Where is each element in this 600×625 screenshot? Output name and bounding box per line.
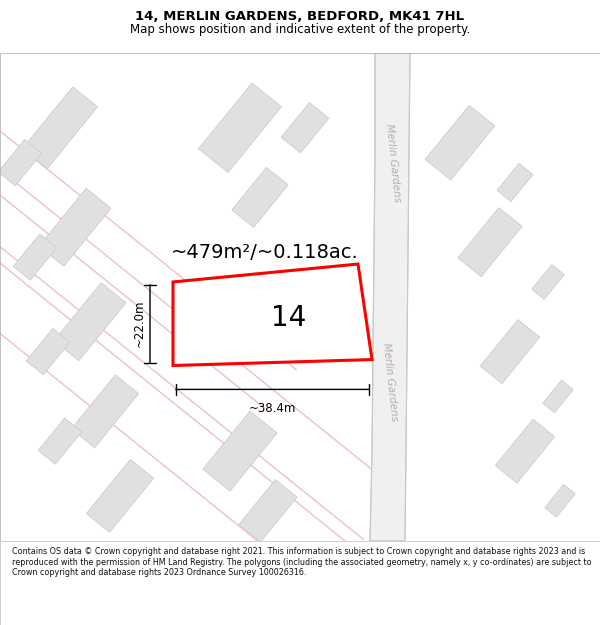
Polygon shape	[203, 411, 277, 491]
Polygon shape	[173, 264, 372, 366]
Polygon shape	[545, 484, 575, 517]
Text: ~38.4m: ~38.4m	[249, 402, 296, 416]
Polygon shape	[199, 83, 281, 172]
Polygon shape	[497, 163, 533, 202]
Polygon shape	[458, 208, 522, 277]
Text: 14, MERLIN GARDENS, BEDFORD, MK41 7HL: 14, MERLIN GARDENS, BEDFORD, MK41 7HL	[136, 10, 464, 22]
Text: 14: 14	[271, 304, 307, 332]
Polygon shape	[232, 168, 288, 228]
Polygon shape	[71, 375, 139, 448]
Polygon shape	[86, 459, 154, 532]
Polygon shape	[281, 102, 329, 153]
Polygon shape	[26, 329, 70, 375]
Polygon shape	[495, 419, 555, 483]
Polygon shape	[480, 319, 540, 384]
Polygon shape	[370, 53, 410, 541]
Text: Contains OS data © Crown copyright and database right 2021. This information is : Contains OS data © Crown copyright and d…	[12, 548, 592, 577]
Polygon shape	[39, 188, 111, 266]
Text: ~479m²/~0.118ac.: ~479m²/~0.118ac.	[171, 243, 359, 262]
Text: Merlin Gardens: Merlin Gardens	[384, 123, 402, 202]
Polygon shape	[54, 282, 126, 361]
Text: Merlin Gardens: Merlin Gardens	[381, 342, 399, 421]
Polygon shape	[13, 234, 57, 280]
Polygon shape	[543, 380, 573, 412]
Polygon shape	[0, 139, 42, 186]
Polygon shape	[532, 264, 564, 299]
Polygon shape	[425, 105, 495, 180]
Polygon shape	[239, 479, 297, 542]
Polygon shape	[22, 87, 98, 169]
Text: ~22.0m: ~22.0m	[133, 300, 146, 348]
Text: Map shows position and indicative extent of the property.: Map shows position and indicative extent…	[130, 24, 470, 36]
Polygon shape	[38, 418, 82, 464]
